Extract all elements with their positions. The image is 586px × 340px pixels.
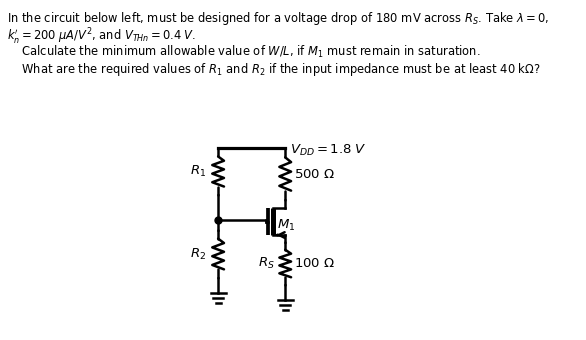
Text: $R_S$: $R_S$ — [258, 256, 275, 271]
Text: What are the required values of $R_1$ and $R_2$ if the input impedance must be a: What are the required values of $R_1$ an… — [6, 61, 540, 78]
Text: $V_{DD}= 1.8\;V$: $V_{DD}= 1.8\;V$ — [290, 142, 366, 157]
Text: $R_2$: $R_2$ — [190, 246, 206, 261]
Text: 100 $\Omega$: 100 $\Omega$ — [294, 257, 335, 270]
Text: $M_1$: $M_1$ — [277, 218, 295, 233]
Text: $R_1$: $R_1$ — [190, 164, 206, 179]
Text: $k_n^{\prime} = 200\;\mu A/V^2$, and $V_{THn} = 0.4\;V$.: $k_n^{\prime} = 200\;\mu A/V^2$, and $V_… — [6, 27, 196, 47]
Text: Calculate the minimum allowable value of $W/L$, if $M_1$ must remain in saturati: Calculate the minimum allowable value of… — [6, 44, 481, 60]
Text: 500 $\Omega$: 500 $\Omega$ — [294, 168, 335, 181]
Text: In the circuit below left, must be designed for a voltage drop of 180 mV across : In the circuit below left, must be desig… — [6, 10, 549, 27]
